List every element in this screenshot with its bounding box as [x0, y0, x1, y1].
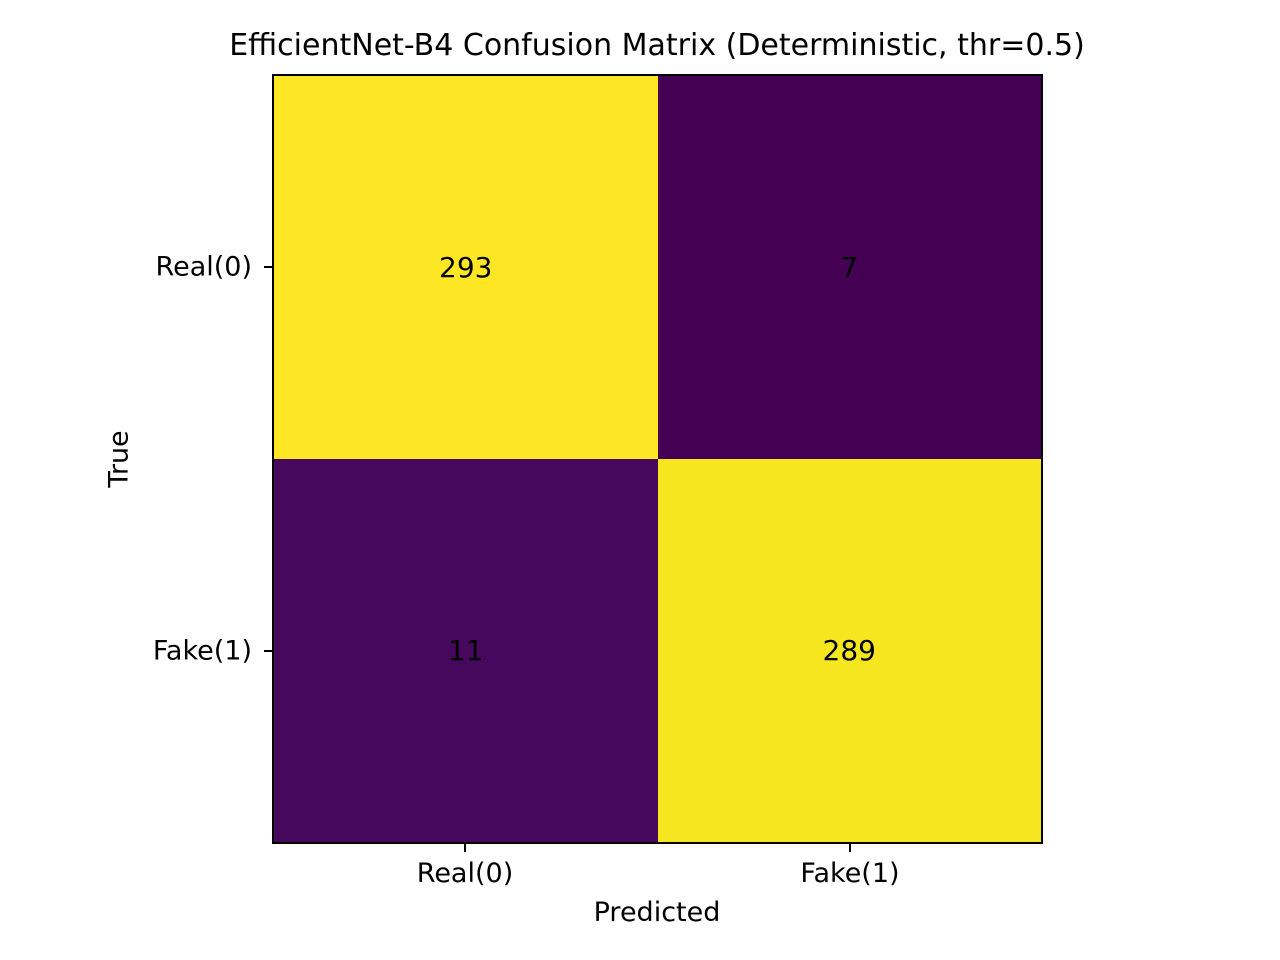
- cell-value: 289: [822, 634, 876, 667]
- matrix-cell-true-real-pred-real: 293: [274, 76, 658, 459]
- cell-value: 7: [840, 251, 859, 284]
- cell-value: 11: [447, 634, 484, 667]
- y-tick-label-real: Real(0): [155, 251, 252, 283]
- x-axis-label: Predicted: [593, 897, 721, 928]
- x-tick-mark-real: [464, 844, 466, 852]
- x-tick-label-fake: Fake(1): [800, 858, 900, 889]
- matrix-cell-true-fake-pred-fake: 289: [657, 459, 1041, 842]
- matrix-cell-true-fake-pred-real: 11: [274, 459, 658, 842]
- y-tick-mark-fake: [264, 650, 272, 652]
- cell-value: 293: [439, 251, 493, 284]
- y-axis-label: True: [103, 430, 135, 488]
- heatmap-plot: 293 7 11 289: [272, 74, 1043, 844]
- y-tick-mark-real: [264, 266, 272, 268]
- y-tick-label-fake: Fake(1): [152, 635, 252, 667]
- x-tick-label-real: Real(0): [416, 858, 514, 889]
- matrix-cell-true-real-pred-fake: 7: [657, 76, 1041, 459]
- chart-title: EfficientNet-B4 Confusion Matrix (Determ…: [229, 28, 1085, 63]
- x-tick-mark-fake: [849, 844, 851, 852]
